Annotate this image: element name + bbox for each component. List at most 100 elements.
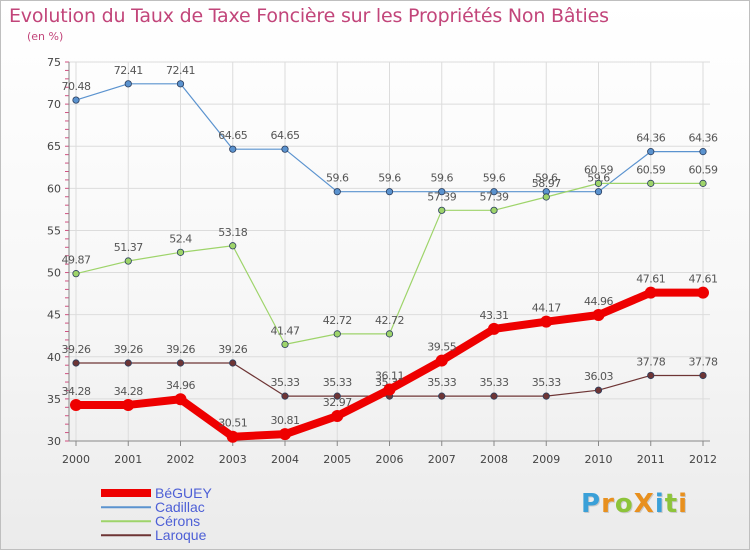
data-point: [594, 386, 603, 394]
data-point: [383, 383, 396, 396]
data-label: 60.59: [689, 163, 718, 176]
data-point: [594, 179, 603, 187]
data-label: 59.6: [587, 172, 610, 185]
logo-letter: P: [581, 489, 602, 519]
data-label: 58.97: [532, 177, 561, 190]
data-point: [229, 145, 237, 153]
data-label: 72.41: [166, 64, 195, 77]
data-label: 30.51: [218, 417, 247, 430]
data-label: 70.48: [62, 80, 91, 93]
x-tick-label: 2006: [376, 453, 404, 466]
y-tick-label: 50: [47, 267, 61, 280]
data-label: 64.36: [689, 132, 718, 145]
x-tick-label: 2011: [637, 453, 665, 466]
data-point: [438, 206, 446, 214]
data-label: 37.78: [689, 355, 718, 368]
data-label: 35.33: [271, 376, 300, 389]
data-point: [540, 315, 553, 328]
y-tick-label: 65: [47, 140, 61, 153]
data-point: [226, 430, 239, 443]
logo-letter: i: [654, 489, 665, 519]
data-label: 49.87: [62, 254, 91, 267]
data-point: [333, 392, 341, 400]
data-label: 57.39: [427, 190, 456, 203]
data-point: [333, 330, 341, 338]
data-point: [72, 270, 80, 278]
data-point: [699, 371, 707, 380]
x-tick-label: 2008: [480, 453, 508, 466]
data-point: [592, 309, 605, 322]
data-point: [542, 193, 550, 201]
data-point: [647, 371, 655, 380]
x-tick-label: 2000: [62, 453, 90, 466]
data-label: 52.4: [169, 232, 192, 245]
data-point: [438, 392, 446, 400]
data-point: [647, 148, 655, 156]
data-point: [279, 428, 291, 441]
data-label: 47.61: [689, 273, 718, 286]
data-point: [72, 96, 80, 104]
data-label: 41.47: [271, 324, 300, 337]
data-label: 39.26: [114, 343, 143, 356]
data-point: [699, 179, 707, 187]
data-point: [490, 206, 498, 214]
legend-label: Cadillac: [155, 499, 205, 515]
y-tick-label: 30: [47, 435, 61, 448]
y-tick-label: 40: [47, 351, 61, 364]
data-label: 34.28: [114, 385, 143, 398]
data-label: 39.55: [427, 341, 456, 354]
data-point: [490, 188, 498, 196]
data-point: [174, 393, 187, 406]
data-label: 51.37: [114, 241, 143, 254]
data-label: 34.96: [166, 379, 195, 392]
legend-label: BéGUEY: [155, 485, 212, 501]
data-point: [122, 398, 135, 411]
data-point: [331, 409, 344, 422]
data-point: [124, 359, 132, 367]
x-tick-label: 2004: [271, 453, 299, 466]
logo-letter: o: [614, 489, 634, 519]
data-point: [229, 242, 237, 250]
legend-label: Laroque: [155, 527, 207, 543]
data-point: [281, 340, 289, 348]
data-point: [176, 248, 185, 256]
data-label: 59.6: [483, 172, 506, 185]
logo-letter: i: [678, 489, 689, 519]
data-label: 42.72: [375, 314, 404, 327]
y-tick-label: 55: [47, 224, 61, 237]
data-point: [72, 359, 80, 367]
data-point: [488, 322, 500, 335]
data-label: 43.31: [480, 309, 509, 322]
data-label: 44.96: [584, 295, 613, 308]
data-point: [281, 392, 289, 400]
x-tick-label: 2001: [114, 453, 142, 466]
data-label: 64.36: [636, 132, 665, 145]
data-point: [490, 392, 498, 400]
logo-letter: t: [664, 489, 679, 519]
data-label: 59.6: [378, 172, 401, 185]
data-label: 59.6: [431, 172, 454, 185]
data-point: [644, 286, 657, 299]
data-point: [699, 148, 707, 156]
data-label: 37.78: [636, 355, 665, 368]
y-tick-label: 60: [47, 182, 61, 195]
data-label: 35.33: [532, 376, 561, 389]
x-tick-label: 2005: [323, 453, 351, 466]
data-label: 64.65: [271, 129, 300, 142]
data-label: 60.59: [636, 163, 665, 176]
x-tick-label: 2003: [219, 453, 247, 466]
x-tick-label: 2009: [532, 453, 560, 466]
legend-label: Cérons: [155, 513, 201, 529]
data-point: [281, 145, 289, 153]
data-point: [542, 392, 550, 400]
data-point: [333, 188, 341, 196]
data-label: 72.41: [114, 64, 143, 77]
data-label: 35.33: [427, 376, 456, 389]
data-label: 44.17: [532, 302, 561, 315]
data-point: [229, 359, 237, 367]
y-tick-label: 45: [47, 309, 61, 322]
data-label: 47.61: [636, 273, 665, 286]
x-tick-label: 2010: [585, 453, 613, 466]
